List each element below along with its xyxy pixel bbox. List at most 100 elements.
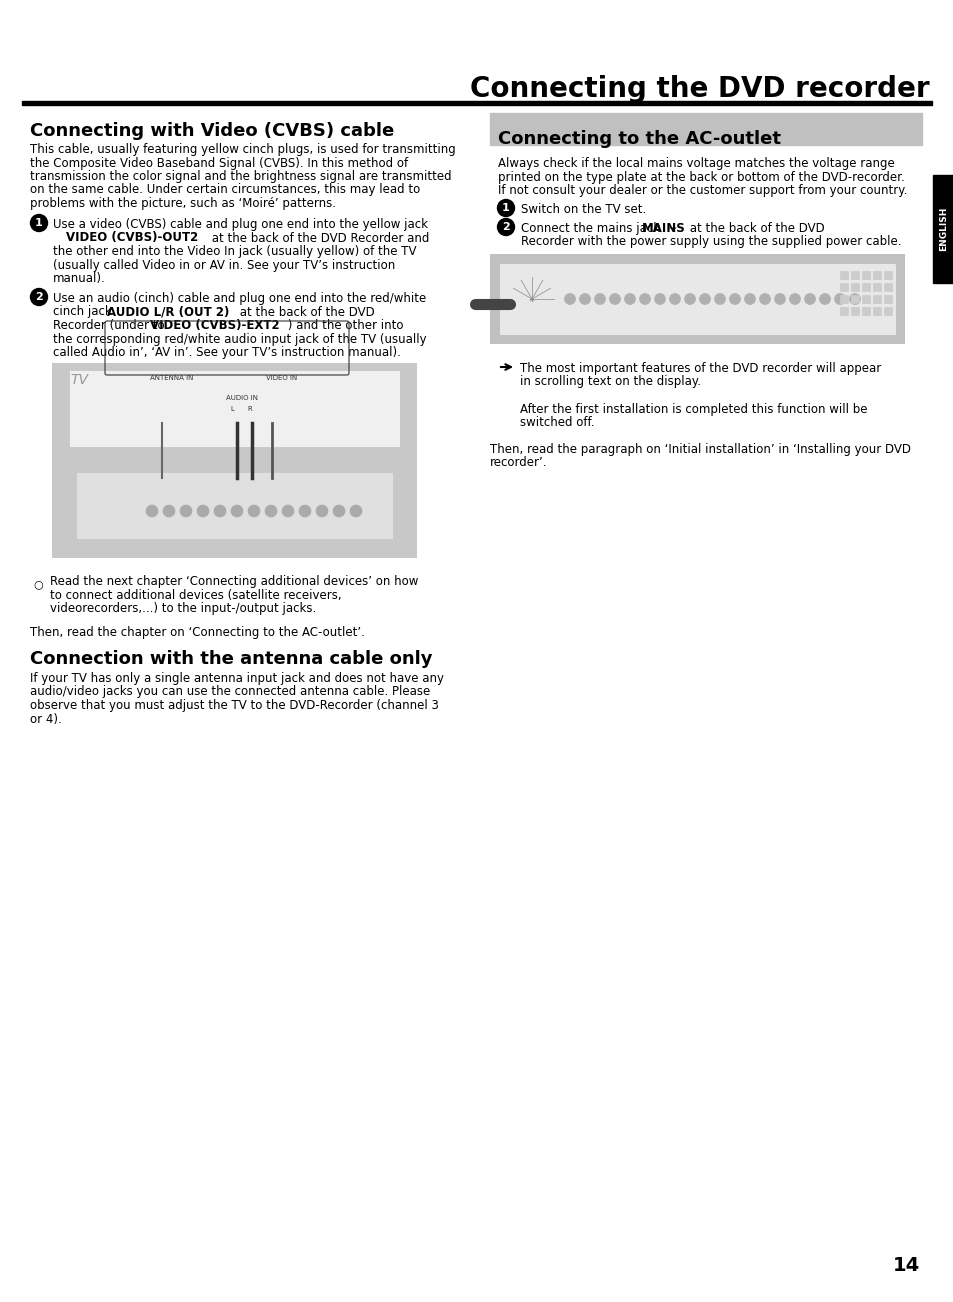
Circle shape (594, 293, 605, 305)
Text: or 4).: or 4). (30, 712, 62, 725)
Bar (862, 271, 869, 279)
Circle shape (609, 293, 619, 305)
Bar (840, 307, 847, 315)
Text: 14: 14 (892, 1256, 919, 1275)
Text: observe that you must adjust the TV to the DVD-Recorder (channel 3: observe that you must adjust the TV to t… (30, 699, 438, 712)
Circle shape (684, 293, 695, 305)
Bar (840, 283, 847, 292)
Text: MAINS: MAINS (641, 223, 685, 234)
Circle shape (30, 215, 48, 232)
Circle shape (180, 505, 192, 517)
Text: Connecting to the AC-outlet: Connecting to the AC-outlet (497, 130, 781, 148)
Text: If your TV has only a single antenna input jack and does not have any: If your TV has only a single antenna inp… (30, 672, 443, 685)
Circle shape (578, 293, 590, 305)
Text: recorder’.: recorder’. (490, 457, 547, 470)
Text: AUDIO L/R (OUT 2): AUDIO L/R (OUT 2) (107, 306, 229, 319)
Text: switched off.: switched off. (519, 417, 594, 428)
Circle shape (848, 293, 860, 305)
Bar (850, 307, 858, 315)
Text: Connect the mains jack  ∼: Connect the mains jack ∼ (520, 223, 684, 234)
Text: After the first installation is completed this function will be: After the first installation is complete… (519, 402, 866, 415)
Circle shape (624, 293, 635, 305)
Bar (840, 271, 847, 279)
Bar (872, 283, 880, 292)
Bar (872, 271, 880, 279)
Text: ENGLISH: ENGLISH (938, 207, 947, 251)
Bar (52, 363, 416, 559)
Circle shape (819, 293, 830, 305)
Circle shape (30, 289, 48, 306)
Circle shape (196, 505, 209, 517)
Text: Connection with the antenna cable only: Connection with the antenna cable only (30, 650, 432, 668)
Circle shape (654, 293, 665, 305)
Circle shape (699, 293, 710, 305)
Circle shape (213, 505, 226, 517)
Text: (usually called Video in or AV in. See your TV’s instruction: (usually called Video in or AV in. See y… (53, 259, 395, 272)
Text: The most important features of the DVD recorder will appear: The most important features of the DVD r… (519, 362, 881, 375)
Circle shape (834, 293, 844, 305)
Bar (883, 296, 891, 303)
Circle shape (729, 293, 740, 305)
Circle shape (315, 505, 328, 517)
Text: at the back of the DVD: at the back of the DVD (685, 223, 824, 234)
Text: manual).: manual). (53, 272, 106, 285)
Text: Use a video (CVBS) cable and plug one end into the yellow jack: Use a video (CVBS) cable and plug one en… (53, 217, 428, 230)
Text: This cable, usually featuring yellow cinch plugs, is used for transmitting: This cable, usually featuring yellow cin… (30, 143, 456, 156)
Text: VIDEO (CVBS)-OUT2: VIDEO (CVBS)-OUT2 (66, 232, 198, 245)
Text: Switch on the TV set.: Switch on the TV set. (520, 203, 645, 216)
Circle shape (743, 293, 755, 305)
Text: in scrolling text on the display.: in scrolling text on the display. (519, 375, 700, 388)
Circle shape (714, 293, 724, 305)
Text: AUDIO IN: AUDIO IN (226, 395, 257, 401)
Bar (850, 296, 858, 303)
Text: TV: TV (70, 372, 88, 387)
Circle shape (265, 505, 276, 517)
Bar (932, 174, 953, 283)
Text: 2: 2 (35, 292, 43, 302)
Circle shape (231, 505, 243, 517)
Text: transmission the color signal and the brightness signal are transmitted: transmission the color signal and the br… (30, 171, 451, 184)
Text: Use an audio (cinch) cable and plug one end into the red/white: Use an audio (cinch) cable and plug one … (53, 292, 426, 305)
Circle shape (350, 505, 361, 517)
Text: to connect additional devices (satellite receivers,: to connect additional devices (satellite… (50, 589, 341, 602)
Circle shape (298, 505, 311, 517)
Text: at the back of the DVD Recorder and: at the back of the DVD Recorder and (208, 232, 429, 245)
Text: audio/video jacks you can use the connected antenna cable. Please: audio/video jacks you can use the connec… (30, 685, 430, 698)
Bar (499, 264, 894, 335)
Text: Recorder with the power supply using the supplied power cable.: Recorder with the power supply using the… (520, 236, 901, 249)
Text: Connecting the DVD recorder: Connecting the DVD recorder (470, 76, 929, 103)
Text: Then, read the chapter on ‘Connecting to the AC-outlet’.: Then, read the chapter on ‘Connecting to… (30, 626, 364, 639)
Text: 1: 1 (501, 203, 509, 214)
Text: 2: 2 (501, 223, 509, 232)
Text: Read the next chapter ‘Connecting additional devices’ on how: Read the next chapter ‘Connecting additi… (50, 575, 418, 589)
Text: 1: 1 (35, 217, 43, 228)
Text: ○: ○ (33, 579, 43, 589)
Bar (883, 307, 891, 315)
Bar (850, 283, 858, 292)
Text: Connecting with Video (CVBS) cable: Connecting with Video (CVBS) cable (30, 122, 394, 141)
Bar (862, 296, 869, 303)
Bar (883, 271, 891, 279)
Text: the corresponding red/white audio input jack of the TV (usually: the corresponding red/white audio input … (53, 332, 426, 345)
Bar (70, 371, 398, 447)
Circle shape (282, 505, 294, 517)
Bar (872, 296, 880, 303)
Circle shape (497, 219, 514, 236)
Circle shape (248, 505, 260, 517)
Circle shape (497, 199, 514, 216)
Circle shape (564, 293, 575, 305)
Text: problems with the picture, such as ‘Moiré’ patterns.: problems with the picture, such as ‘Moir… (30, 197, 335, 210)
Text: VIDEO IN: VIDEO IN (266, 375, 297, 381)
Bar (883, 283, 891, 292)
Circle shape (669, 293, 679, 305)
Bar (22, 102, 931, 105)
Circle shape (163, 505, 174, 517)
Bar (77, 473, 392, 538)
Circle shape (774, 293, 784, 305)
Text: on the same cable. Under certain circumstances, this may lead to: on the same cable. Under certain circums… (30, 184, 420, 197)
Text: R: R (248, 406, 253, 411)
Text: Then, read the paragraph on ‘Initial installation’ in ‘Installing your DVD: Then, read the paragraph on ‘Initial ins… (490, 443, 910, 456)
Bar (872, 307, 880, 315)
Circle shape (333, 505, 345, 517)
Bar (490, 113, 921, 145)
